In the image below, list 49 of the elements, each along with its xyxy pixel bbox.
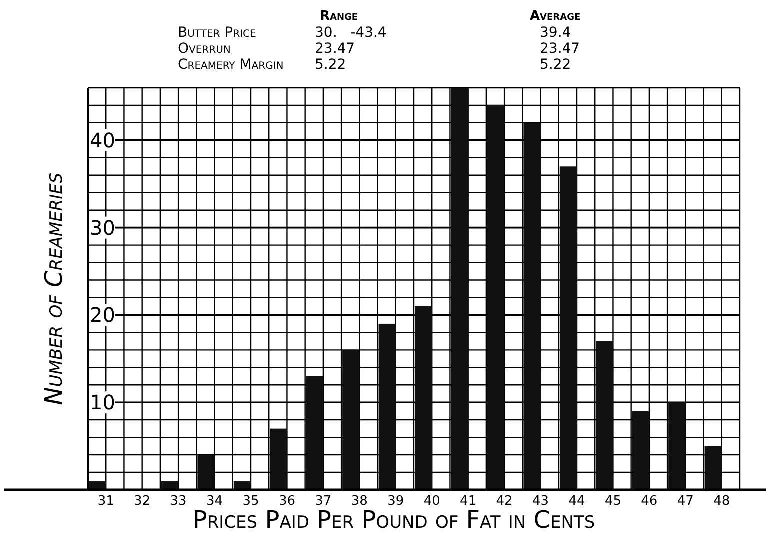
- bar: [596, 341, 614, 490]
- x-tick-label: 48: [714, 494, 730, 509]
- text: 5.22: [540, 57, 572, 73]
- y-tick-label: 30: [90, 216, 116, 240]
- x-tick-label: 44: [568, 494, 586, 509]
- x-tick-label: 37: [315, 494, 332, 509]
- y-tick-label: 20: [90, 303, 116, 328]
- bar: [306, 376, 324, 490]
- text: Average: [530, 9, 581, 24]
- bar: [704, 446, 722, 490]
- bar: [342, 350, 360, 490]
- y-tick-label: 40: [90, 128, 116, 152]
- bar: [270, 428, 288, 490]
- x-tick-label: 42: [496, 494, 513, 509]
- bar: [451, 88, 468, 490]
- text: Range: [320, 9, 358, 24]
- bar: [415, 306, 432, 490]
- x-tick-label: 33: [170, 494, 187, 509]
- bar: [487, 105, 505, 490]
- y-axis-title: Number of Creameries: [40, 172, 68, 406]
- bar: [632, 411, 650, 490]
- text: Butter Price: [178, 25, 256, 41]
- x-tick-label: 32: [134, 494, 151, 509]
- text: 5.22: [315, 57, 346, 73]
- x-axis-title: Prices Paid Per Pound of Fat in Cents: [192, 506, 596, 534]
- x-tick-label: 46: [641, 494, 658, 509]
- x-tick-label: 45: [604, 494, 622, 509]
- x-tick-label: 40: [424, 494, 440, 509]
- x-tick-label: 31: [98, 494, 114, 509]
- x-tick-label: 38: [351, 494, 368, 509]
- bar: [378, 324, 396, 490]
- x-tick-label: 47: [677, 494, 694, 509]
- text: Creamery Margin: [178, 57, 284, 73]
- x-tick-label: 39: [388, 494, 404, 509]
- x-tick-label: 41: [460, 494, 477, 509]
- text: 23.47: [540, 41, 580, 57]
- x-tick-label: 35: [242, 494, 260, 509]
- bar: [560, 166, 577, 490]
- x-tick-label: 34: [206, 494, 224, 509]
- bar: [668, 402, 686, 490]
- text: 23.47: [315, 41, 356, 57]
- x-tick-label: 43: [532, 494, 550, 509]
- x-tick-label: 36: [278, 494, 296, 509]
- text: Overrun: [178, 41, 231, 57]
- y-tick-label: 10: [90, 390, 116, 415]
- bar: [198, 455, 215, 490]
- bar: [524, 122, 541, 490]
- text: 30. -43.4: [315, 25, 387, 41]
- text: 39.4: [540, 25, 572, 41]
